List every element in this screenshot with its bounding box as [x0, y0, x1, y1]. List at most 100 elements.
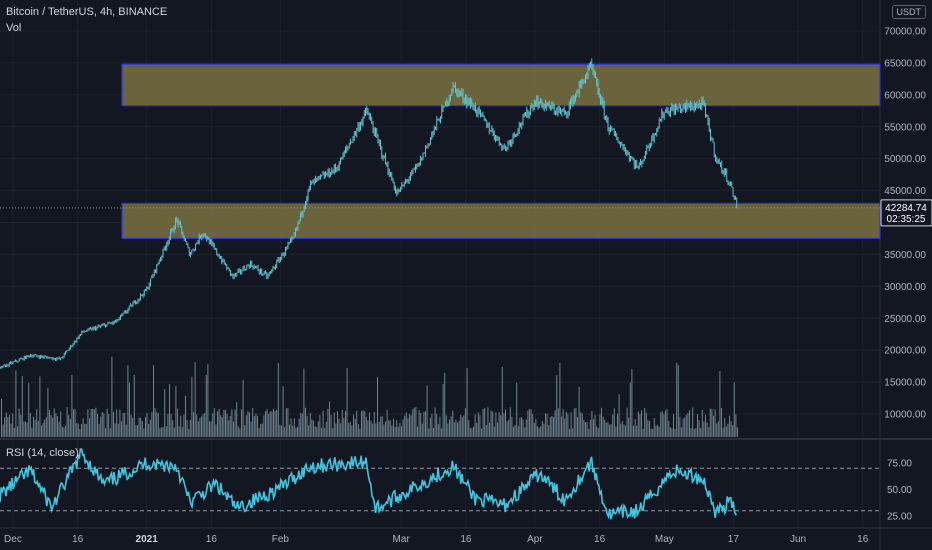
volume-bar — [2, 424, 4, 437]
volume-bar — [679, 416, 681, 437]
time-tick-label: 16 — [857, 534, 869, 545]
volume-bar — [183, 414, 185, 437]
volume-bar — [561, 416, 562, 437]
volume-bar — [345, 410, 346, 437]
volume-bar — [241, 409, 242, 437]
volume-bar — [429, 417, 431, 437]
volume-bar — [476, 423, 478, 437]
volume-bar — [45, 417, 47, 437]
volume-bar — [341, 409, 343, 437]
volume-bar — [279, 424, 281, 437]
volume-bar — [394, 426, 396, 437]
volume-bar — [527, 410, 529, 437]
volume-bar — [482, 408, 484, 437]
volume-bar — [490, 410, 492, 437]
volume-bar — [186, 419, 188, 437]
volume-bar — [263, 415, 265, 437]
volume-bar — [44, 419, 46, 437]
volume-bar — [245, 415, 247, 437]
rsi-label: RSI (14, close) — [6, 447, 79, 459]
volume-bar — [290, 418, 292, 437]
volume-bar — [473, 426, 474, 437]
volume-bar — [218, 408, 220, 437]
volume-bar — [433, 427, 434, 437]
volume-bar — [143, 428, 145, 437]
volume-bar — [97, 414, 98, 437]
volume-bar — [431, 413, 433, 437]
volume-bar — [106, 408, 108, 437]
volume-bar — [401, 426, 402, 437]
volume-bar — [636, 425, 638, 437]
volume-bar — [60, 411, 62, 437]
volume-bar — [9, 415, 10, 437]
volume-bar — [585, 422, 586, 437]
volume-bar — [21, 375, 23, 437]
volume-bar — [285, 408, 287, 437]
volume-bar — [162, 427, 164, 437]
volume-bar — [613, 408, 615, 437]
volume-bar — [284, 427, 286, 437]
volume-bar — [151, 411, 153, 437]
volume-bar — [674, 428, 676, 437]
volume-bar — [721, 407, 722, 437]
volume-bar — [505, 409, 506, 437]
volume-bar — [197, 421, 199, 437]
volume-bar — [685, 414, 687, 437]
volume-bar — [455, 419, 457, 437]
volume-bar — [82, 418, 84, 437]
time-tick-label: 16 — [72, 534, 84, 545]
volume-bar — [180, 415, 182, 437]
price-tick-label: 70000.00 — [884, 27, 926, 38]
volume-bar — [690, 428, 692, 437]
volume-bar — [249, 412, 250, 437]
volume-bar — [724, 417, 726, 437]
volume-bar — [301, 413, 303, 437]
volume-bar — [601, 407, 602, 437]
volume-bar — [237, 426, 239, 437]
volume-bar — [525, 419, 527, 437]
volume-bar — [77, 423, 79, 437]
price-tick-label: 15000.00 — [884, 378, 926, 389]
volume-bar — [487, 407, 489, 437]
volume-bar — [69, 418, 71, 437]
volume-bar — [236, 402, 238, 437]
volume-bar — [42, 422, 44, 437]
volume-bar — [167, 414, 169, 437]
volume-bar — [405, 412, 407, 437]
volume-bar — [247, 411, 249, 437]
volume-bar — [351, 425, 353, 437]
volume-bar — [546, 414, 548, 437]
volume-bar — [559, 362, 561, 437]
volume-bar — [13, 427, 15, 437]
volume-bar — [369, 412, 370, 437]
volume-bar — [361, 411, 362, 437]
volume-bar — [122, 412, 124, 437]
volume-bar — [125, 424, 127, 437]
volume-bar — [146, 413, 148, 437]
volume-bar — [343, 418, 345, 437]
volume-bar — [47, 387, 49, 437]
currency-badge[interactable]: USDT — [891, 5, 926, 19]
volume-bar — [52, 417, 54, 437]
volume-bar — [252, 407, 254, 437]
volume-bar — [530, 409, 532, 437]
volume-bar — [327, 409, 329, 437]
rsi-tick-label: 75.00 — [887, 459, 912, 470]
time-tick-label: 16 — [206, 534, 218, 545]
volume-bar — [445, 415, 447, 437]
volume-bar — [444, 372, 446, 437]
volume-bar — [111, 356, 113, 437]
volume-bar — [309, 413, 311, 437]
volume-bar — [213, 407, 215, 437]
volume-bar — [281, 425, 282, 437]
volume-bar — [577, 416, 578, 437]
volume-bar — [17, 426, 18, 437]
volume-bar — [620, 423, 622, 437]
time-tick-label: Feb — [272, 534, 290, 545]
volume-bar — [557, 408, 559, 437]
volume-bar — [303, 368, 305, 437]
volume-bar — [332, 428, 334, 437]
volume-bar — [306, 415, 308, 437]
volume-bar — [370, 420, 372, 437]
